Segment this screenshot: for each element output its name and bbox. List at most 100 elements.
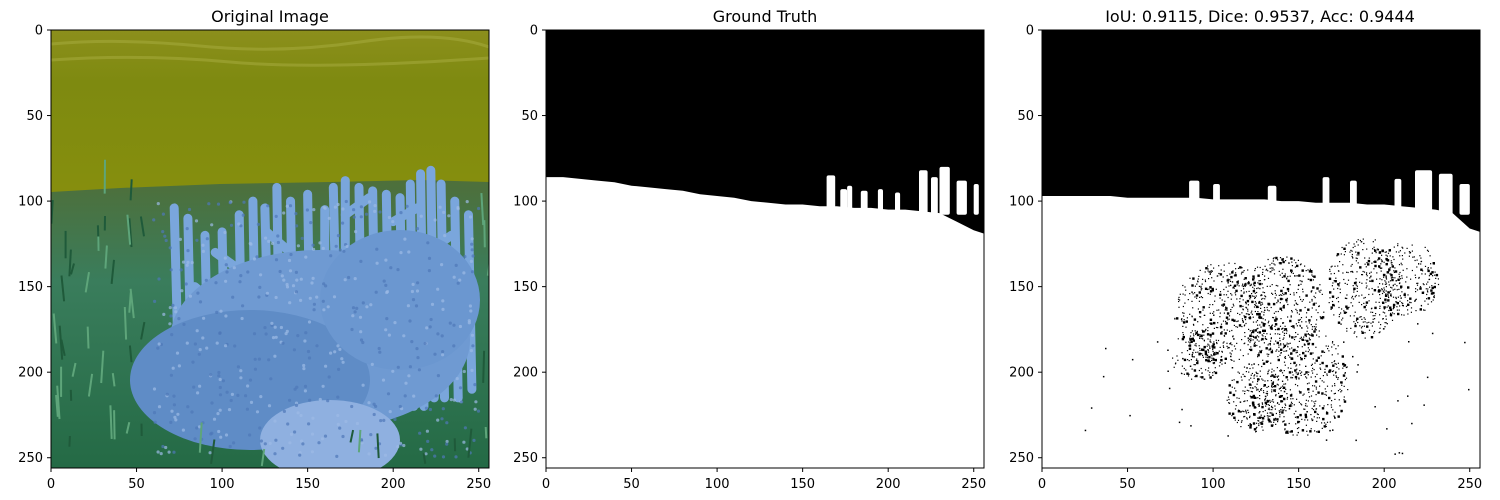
error-pixel (1237, 280, 1239, 282)
error-pixel (1464, 341, 1466, 344)
y-tick-label: 100 (18, 195, 43, 210)
error-pixel (1254, 268, 1256, 270)
error-pixel (1371, 262, 1373, 264)
error-pixel (1257, 417, 1259, 419)
error-pixel (1261, 311, 1263, 313)
error-pixel (1293, 361, 1296, 365)
error-pixel (1383, 261, 1385, 263)
error-pixel (1360, 327, 1363, 329)
error-pixel (1383, 308, 1385, 310)
error-pixel (1304, 265, 1306, 267)
error-pixel (1333, 374, 1335, 376)
coral-texture-dot (452, 275, 456, 279)
error-pixel (1312, 275, 1314, 277)
error-pixel (1363, 242, 1365, 245)
error-pixel (1188, 344, 1192, 347)
error-pixel (1341, 355, 1344, 358)
error-pixel (1272, 293, 1274, 295)
error-pixel (1326, 411, 1328, 413)
error-pixel (1289, 336, 1291, 338)
error-pixel (1274, 297, 1276, 299)
coral-texture-dot (408, 365, 412, 369)
coral-texture-dot (172, 403, 176, 407)
error-pixel (1290, 398, 1292, 400)
error-pixel (1194, 292, 1196, 294)
coral-texture-dot (298, 453, 302, 457)
coral-texture-dot (164, 238, 168, 243)
error-pixel (1243, 400, 1245, 403)
error-pixel (1409, 297, 1412, 300)
error-pixel (1233, 416, 1236, 419)
error-pixel (1265, 347, 1268, 350)
coral-texture-dot (289, 432, 294, 436)
error-pixel (1401, 275, 1403, 277)
coral-texture-dot (274, 335, 278, 339)
error-pixel (1256, 344, 1258, 347)
error-pixel (1287, 354, 1290, 356)
error-pixel (1188, 345, 1190, 347)
error-pixel (1371, 287, 1373, 290)
coral-texture-dot (336, 395, 340, 399)
error-pixel (1256, 339, 1258, 341)
error-pixel (1340, 312, 1342, 314)
coral-texture-dot (430, 302, 435, 306)
error-pixel (1435, 273, 1439, 277)
error-pixel (1388, 281, 1390, 283)
error-pixel (1365, 309, 1367, 311)
error-pixel (1290, 315, 1292, 317)
error-pixel (1393, 307, 1395, 309)
coral-texture-dot (474, 400, 478, 404)
coral-texture-dot (359, 205, 363, 209)
error-pixel (1301, 321, 1303, 323)
x-tick-label: 200 (381, 477, 406, 492)
error-pixel (1275, 256, 1278, 260)
error-pixel (1342, 264, 1344, 266)
coral-texture-dot (210, 431, 214, 435)
error-pixel (1200, 367, 1202, 370)
y-tick-label: 100 (513, 195, 538, 210)
error-pixel (1308, 319, 1311, 322)
coral-texture-dot (364, 212, 369, 216)
error-pixel (1269, 399, 1271, 401)
error-pixel (1334, 392, 1336, 394)
error-pixel (1183, 312, 1185, 314)
coral-texture-dot (462, 271, 466, 275)
error-pixel (1337, 377, 1339, 379)
error-pixel (1290, 362, 1292, 365)
error-pixel (1377, 259, 1379, 261)
coral-texture-dot (187, 207, 192, 212)
error-pixel (1269, 271, 1271, 273)
error-pixel (1257, 287, 1259, 289)
error-pixel (1253, 295, 1255, 297)
coral-texture-dot (415, 347, 419, 351)
error-pixel (1187, 359, 1189, 361)
error-pixel (1296, 325, 1298, 327)
coral-texture-dot (350, 327, 354, 332)
error-pixel (1364, 296, 1366, 299)
error-pixel (1312, 334, 1314, 336)
error-pixel (1366, 248, 1368, 250)
error-pixel (1413, 256, 1415, 258)
error-pixel (1374, 260, 1377, 263)
error-pixel (1249, 405, 1251, 407)
error-pixel (1315, 408, 1318, 410)
error-pixel (1341, 390, 1343, 392)
error-pixel (1182, 325, 1184, 327)
error-pixel (1220, 359, 1223, 362)
error-pixel (1240, 421, 1243, 423)
error-pixel (1393, 313, 1395, 315)
coral-texture-dot (324, 284, 328, 288)
error-pixel (1269, 401, 1271, 403)
error-pixel (1251, 330, 1255, 334)
error-pixel (1314, 328, 1316, 331)
error-pixel (1418, 263, 1420, 265)
error-pixel (1385, 318, 1387, 320)
error-pixel (1398, 264, 1401, 266)
error-pixel (1351, 255, 1353, 258)
coral-texture-dot (334, 244, 338, 248)
coral-texture-dot (193, 437, 197, 441)
coral-texture-dot (411, 282, 415, 286)
error-pixel (1332, 304, 1334, 306)
panel-title: IoU: 0.9115, Dice: 0.9537, Acc: 0.9444 (1105, 7, 1415, 26)
error-pixel (1319, 284, 1321, 286)
